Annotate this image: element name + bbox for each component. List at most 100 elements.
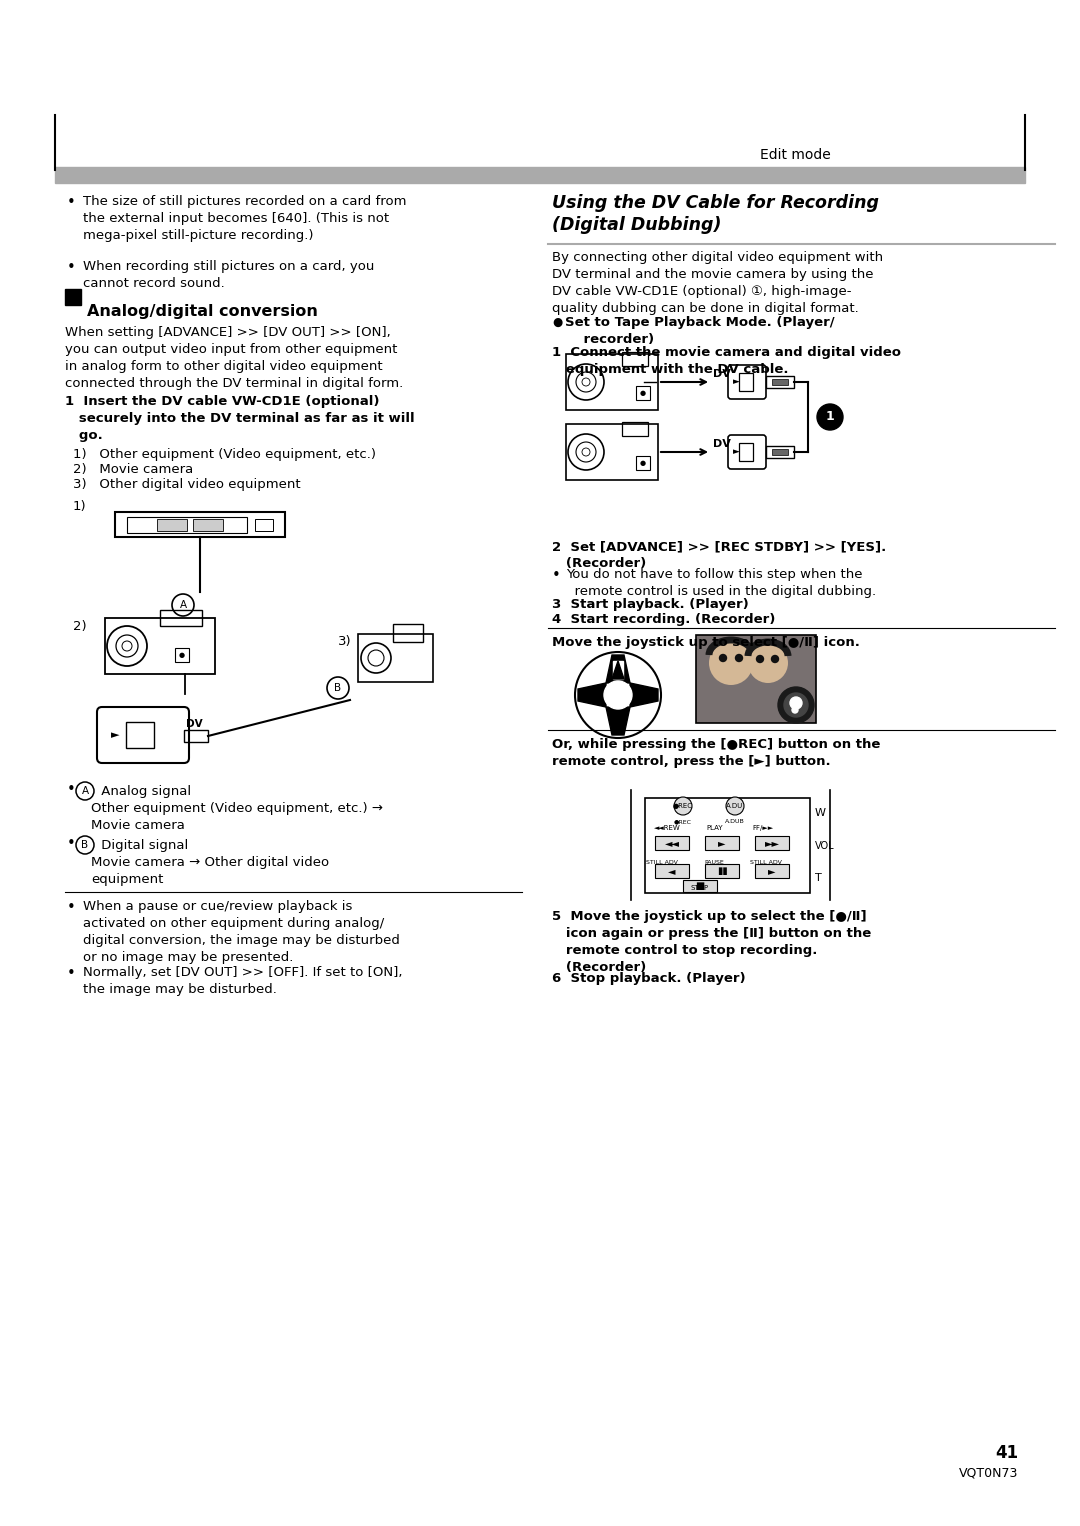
Text: 3  Start playback. (Player): 3 Start playback. (Player): [552, 598, 748, 610]
Text: STILL ADV: STILL ADV: [751, 859, 782, 865]
Text: •: •: [552, 568, 561, 583]
Text: 6  Stop playback. (Player): 6 Stop playback. (Player): [552, 972, 745, 984]
Text: B: B: [335, 684, 341, 693]
Bar: [184, 729, 208, 742]
Bar: [622, 423, 648, 436]
Text: Analog signal: Analog signal: [97, 784, 191, 798]
Bar: [613, 661, 623, 679]
Text: ●: ●: [640, 391, 646, 397]
Text: 1  Connect the movie camera and digital video
   equipment with the DV cable.: 1 Connect the movie camera and digital v…: [552, 346, 901, 375]
Text: Or, while pressing the [●REC] button on the
remote control, press the [►] button: Or, while pressing the [●REC] button on …: [552, 739, 880, 768]
Bar: [393, 624, 423, 642]
Text: 1  Insert the DV cable VW-CD1E (optional)
   securely into the DV terminal as fa: 1 Insert the DV cable VW-CD1E (optional)…: [65, 395, 415, 443]
Bar: [705, 836, 739, 850]
Text: Edit mode: Edit mode: [759, 148, 831, 162]
Text: When a pause or cue/review playback is
activated on other equipment during analo: When a pause or cue/review playback is a…: [83, 900, 400, 964]
Circle shape: [708, 641, 753, 685]
Bar: [622, 353, 648, 366]
Polygon shape: [612, 661, 624, 679]
Bar: [654, 864, 689, 877]
Circle shape: [789, 697, 802, 710]
Text: VOL: VOL: [815, 841, 835, 852]
Text: 2  Set [ADVANCE] >> [REC STDBY] >> [YES].
   (Recorder): 2 Set [ADVANCE] >> [REC STDBY] >> [YES].…: [552, 540, 887, 571]
Bar: [65, 288, 81, 305]
Bar: [157, 519, 187, 531]
Text: ►: ►: [111, 729, 119, 740]
Bar: [755, 836, 789, 850]
Bar: [766, 446, 794, 458]
Text: STILL ADV: STILL ADV: [646, 859, 678, 865]
Circle shape: [748, 642, 788, 684]
Circle shape: [756, 656, 764, 662]
Text: When recording still pictures on a card, you
cannot record sound.: When recording still pictures on a card,…: [83, 259, 375, 290]
Bar: [772, 378, 788, 385]
Text: 1)   Other equipment (Video equipment, etc.): 1) Other equipment (Video equipment, etc…: [73, 449, 376, 461]
Text: •: •: [67, 900, 76, 916]
Text: DV: DV: [186, 719, 203, 729]
Bar: [175, 649, 189, 662]
Text: ►: ►: [718, 838, 726, 848]
Text: •: •: [67, 781, 76, 797]
Text: Other equipment (Video equipment, etc.) →
Movie camera: Other equipment (Video equipment, etc.) …: [91, 803, 383, 832]
Text: The size of still pictures recorded on a card from
the external input becomes [6: The size of still pictures recorded on a…: [83, 195, 406, 243]
Text: Move the joystick up to select [●/Ⅱ] icon.: Move the joystick up to select [●/Ⅱ] ico…: [552, 636, 860, 649]
Text: 2): 2): [73, 620, 86, 633]
Text: ●: ●: [552, 316, 563, 330]
Text: 1): 1): [73, 501, 86, 513]
Bar: [654, 836, 689, 850]
FancyBboxPatch shape: [728, 435, 766, 468]
Bar: [357, 633, 433, 682]
Text: DV: DV: [713, 369, 731, 378]
Text: PAUSE: PAUSE: [704, 859, 724, 865]
Text: T: T: [815, 873, 822, 884]
Text: PLAY: PLAY: [706, 826, 724, 832]
Bar: [636, 456, 650, 470]
Bar: [636, 386, 650, 400]
Bar: [739, 443, 753, 461]
Text: 4  Start recording. (Recorder): 4 Start recording. (Recorder): [552, 613, 775, 626]
Text: ►: ►: [733, 447, 740, 456]
Text: Set to Tape Playback Mode. (Player/
    recorder): Set to Tape Playback Mode. (Player/ reco…: [565, 316, 835, 346]
Text: ►: ►: [768, 865, 775, 876]
Bar: [566, 354, 658, 410]
Text: •: •: [67, 836, 76, 852]
Text: 2)   Movie camera: 2) Movie camera: [73, 462, 193, 476]
Circle shape: [674, 797, 692, 815]
Bar: [160, 610, 202, 626]
Text: ●REC: ●REC: [674, 819, 692, 824]
Circle shape: [735, 655, 743, 661]
FancyBboxPatch shape: [728, 365, 766, 398]
Text: VQT0N73: VQT0N73: [959, 1466, 1018, 1480]
Bar: [105, 618, 215, 674]
Bar: [645, 798, 810, 893]
Circle shape: [575, 652, 661, 739]
Bar: [705, 864, 739, 877]
Bar: [772, 449, 788, 455]
Text: ◄◄REW: ◄◄REW: [653, 826, 680, 832]
Text: •: •: [67, 966, 76, 981]
Bar: [696, 635, 816, 723]
Bar: [755, 864, 789, 877]
Text: A.DUB: A.DUB: [725, 819, 745, 824]
Text: W: W: [815, 807, 826, 818]
Text: Normally, set [DV OUT] >> [OFF]. If set to [ON],
the image may be disturbed.: Normally, set [DV OUT] >> [OFF]. If set …: [83, 966, 403, 996]
Circle shape: [778, 687, 814, 723]
Text: B: B: [81, 839, 89, 850]
Text: A: A: [179, 600, 187, 610]
Text: 3): 3): [338, 635, 352, 649]
Text: ●REC: ●REC: [673, 803, 693, 809]
Text: •: •: [67, 195, 76, 211]
Text: •: •: [67, 259, 76, 275]
Polygon shape: [606, 707, 630, 736]
Text: ■: ■: [696, 881, 704, 891]
Text: 41: 41: [995, 1444, 1018, 1462]
Bar: [683, 881, 717, 893]
Text: STOP: STOP: [691, 885, 710, 891]
Bar: [255, 519, 273, 531]
Circle shape: [604, 681, 632, 710]
Polygon shape: [630, 684, 658, 707]
Polygon shape: [611, 659, 625, 679]
Bar: [127, 517, 247, 533]
Text: ◄◄: ◄◄: [664, 838, 679, 848]
Bar: [566, 424, 658, 481]
